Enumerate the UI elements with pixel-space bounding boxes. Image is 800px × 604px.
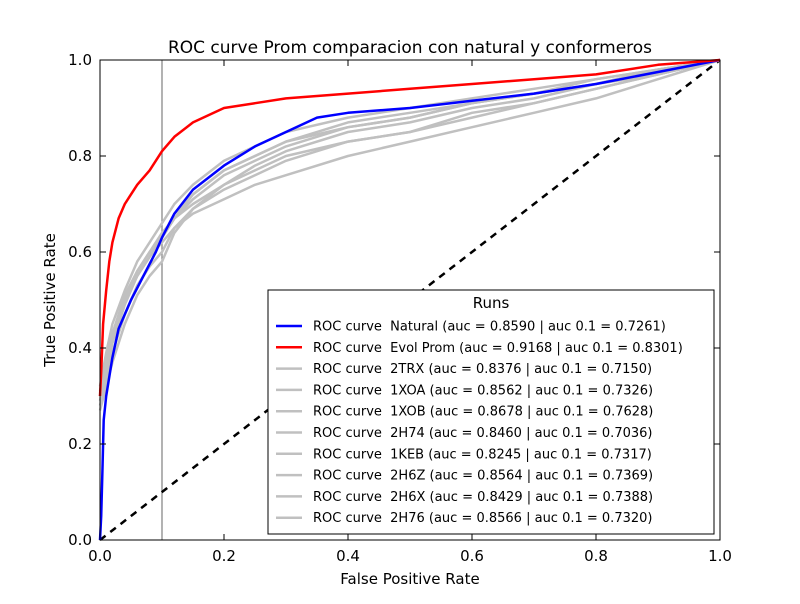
legend-entry-3: ROC curve 1XOA (auc = 0.8562 | auc 0.1 =… <box>313 383 653 398</box>
x-tick-label: 0.8 <box>584 547 608 565</box>
chart-title: ROC curve Prom comparacion con natural y… <box>168 38 652 58</box>
series-line-8 <box>98 58 721 392</box>
x-tick-label: 1.0 <box>708 547 732 565</box>
legend-title: Runs <box>473 294 510 312</box>
legend-entry-8: ROC curve 2H6X (auc = 0.8429 | auc 0.1 =… <box>313 490 653 505</box>
x-tick-label: 0.0 <box>88 547 112 565</box>
plot-area: 0.0 0.2 0.4 0.6 0.8 1.0 0.0 0.2 0.4 0.6 0.8 1.0 Runs… <box>68 51 732 565</box>
legend-entry-2: ROC curve 2TRX (auc = 0.8376 | auc 0.1 =… <box>313 362 652 377</box>
y-tick-label: 1.0 <box>68 51 92 69</box>
series-line-4 <box>98 58 721 387</box>
x-axis-label: False Positive Rate <box>340 570 479 588</box>
y-tick-label: 0.8 <box>68 147 92 165</box>
y-tick-label: 0.2 <box>68 435 92 453</box>
legend-entry-1: ROC curve Evol Prom (auc = 0.9168 | auc … <box>313 341 683 356</box>
legend-entry-4: ROC curve 1XOB (auc = 0.8678 | auc 0.1 =… <box>313 405 653 420</box>
y-tick-label: 0.0 <box>68 531 92 549</box>
legend-entry-7: ROC curve 2H6Z (auc = 0.8564 | auc 0.1 =… <box>313 469 653 484</box>
x-tick-label: 0.4 <box>336 547 360 565</box>
y-tick-label: 0.4 <box>68 339 92 357</box>
series-line-0 <box>98 58 721 541</box>
series-line-6 <box>98 58 721 402</box>
x-tick-label: 0.6 <box>460 547 484 565</box>
legend-entry-0: ROC curve Natural (auc = 0.8590 | auc 0.… <box>313 320 666 335</box>
x-tick-label: 0.2 <box>212 547 236 565</box>
y-tick-label: 0.6 <box>68 243 92 261</box>
legend-entry-5: ROC curve 2H74 (auc = 0.8460 | auc 0.1 =… <box>313 426 652 441</box>
legend-box <box>267 289 715 535</box>
legend-entry-9: ROC curve 2H76 (auc = 0.8566 | auc 0.1 =… <box>313 511 652 526</box>
legend-entry-6: ROC curve 1KEB (auc = 0.8245 | auc 0.1 =… <box>313 447 652 462</box>
axes-frame <box>99 59 721 541</box>
y-axis-label: True Positive Rate <box>41 233 59 368</box>
series-line-1 <box>98 58 721 397</box>
